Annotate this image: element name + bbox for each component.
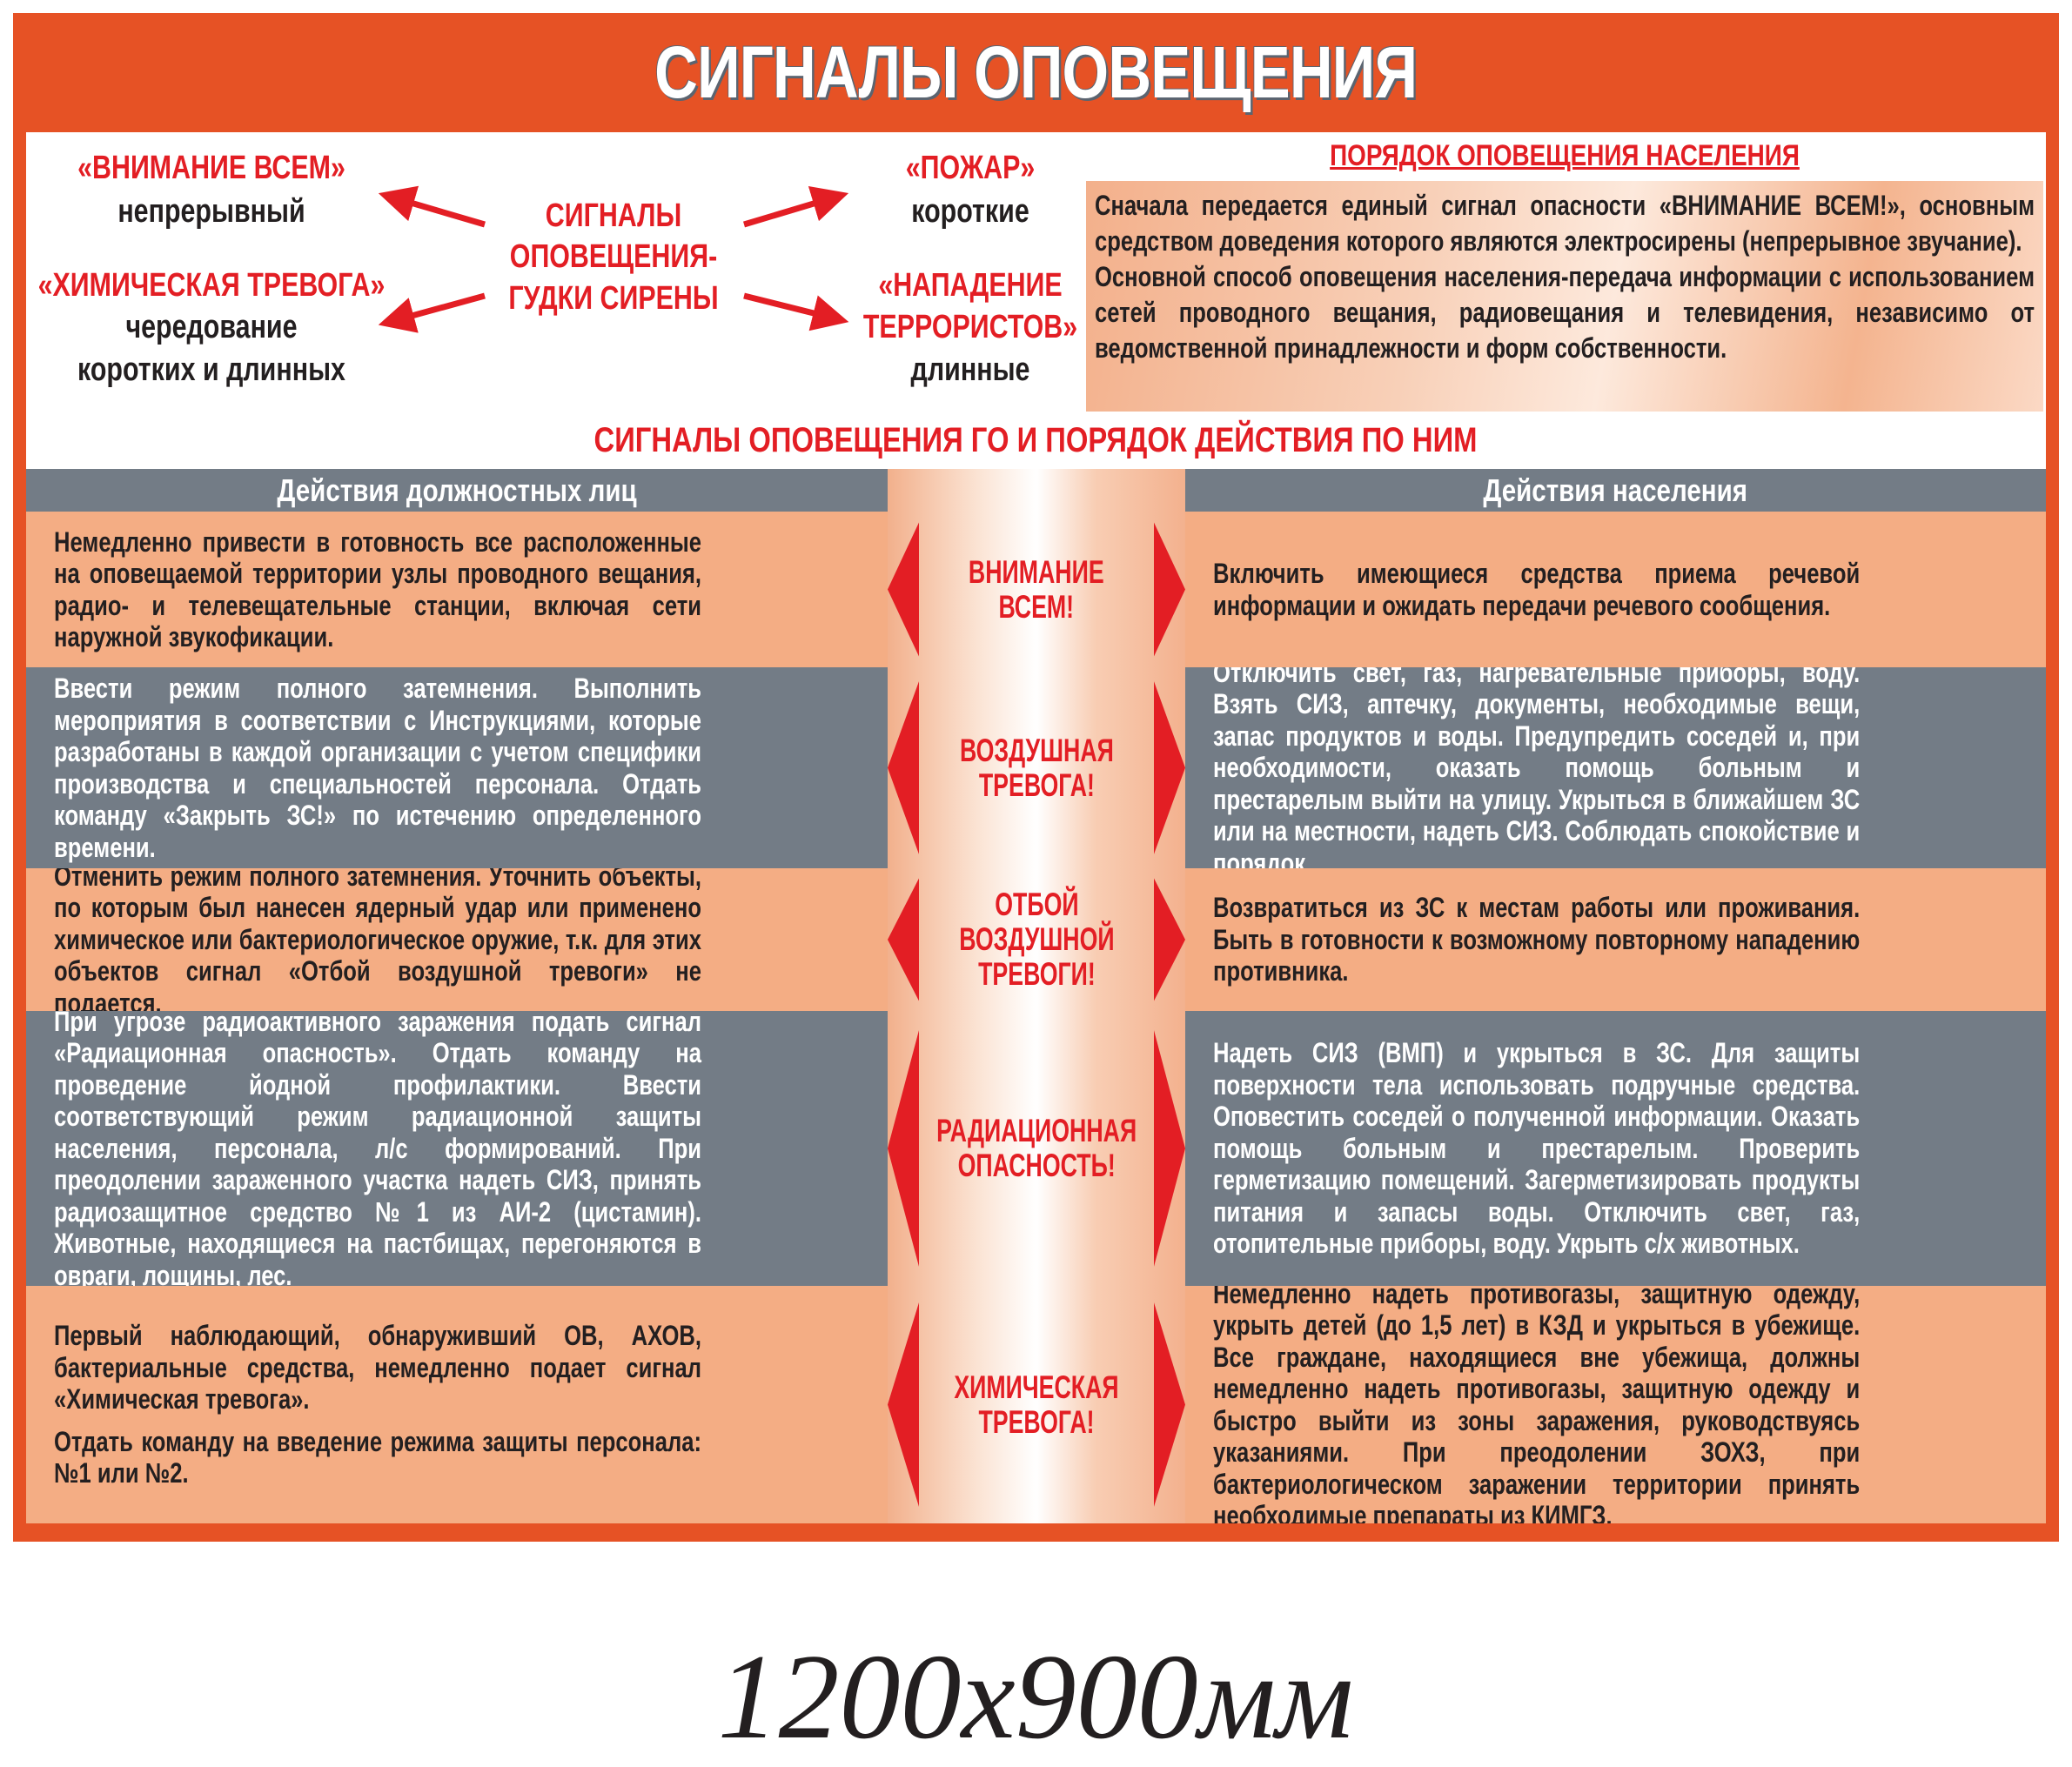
- row-officials-cell: Первый наблюдающий, обнаруживший ОВ, АХО…: [26, 1286, 888, 1523]
- cell-paragraph: Отдать команду на введение режима защиты…: [54, 1425, 701, 1489]
- cell-paragraph: Включить имеющиеся средства приема речев…: [1213, 558, 1861, 621]
- row-population-cell: Включить имеющиеся средства приема речев…: [1185, 512, 2046, 667]
- signal-name: РАДИАЦИОННАЯ ОПАСНОСТЬ!: [888, 1011, 1185, 1286]
- row-population-cell: Отключить свет, газ, нагревательные приб…: [1185, 667, 2046, 868]
- cell-paragraph: Немедленно привести в готовность все рас…: [54, 525, 701, 653]
- signal-name: ВОЗДУШНАЯ ТРЕВОГА!: [888, 667, 1185, 868]
- signal-line: ВОЗДУШНОЙ: [958, 921, 1115, 957]
- signal-line: ТРЕВОГИ!: [977, 956, 1096, 992]
- signal-line: ХИМИЧЕСКАЯ: [954, 1369, 1119, 1405]
- arrow-triangle-icon: [888, 878, 919, 1001]
- row-population-cell: Возвратиться из ЗС к местам работы или п…: [1185, 868, 2046, 1011]
- signal-chemical-desc-1: чередование: [125, 309, 298, 345]
- arrow-triangle-icon: [888, 1030, 919, 1267]
- center-label-1: СИГНАЛЫ: [545, 197, 682, 234]
- row-officials-cell: Ввести режим полного затемнения. Выполни…: [26, 667, 888, 868]
- signal-name: ВНИМАНИЕ ВСЕМ!: [888, 512, 1185, 667]
- signal-line: ОПАСНОСТЬ!: [957, 1148, 1116, 1183]
- order-paragraph: Сначала передается единый сигнал опаснос…: [1095, 190, 2035, 257]
- signal-terror-desc: длинные: [910, 351, 1030, 388]
- arrow-triangle-icon: [888, 522, 919, 657]
- arrow-icon: [743, 292, 849, 331]
- cell-paragraph: Надеть СИЗ (ВМП) и укрыться в ЗС. Для за…: [1213, 1037, 1861, 1260]
- size-caption: 1200x900мм: [717, 1630, 1354, 1764]
- order-box: Сначала передается единый сигнал опаснос…: [1086, 181, 2043, 412]
- double-arrow-icon: [888, 1302, 1185, 1507]
- cell-paragraph: Возвратиться из ЗС к местам работы или п…: [1213, 892, 1861, 987]
- arrow-triangle-icon: [1154, 681, 1185, 854]
- signal-terror-label-2: ТЕРРОРИСТОВ»: [862, 309, 1078, 345]
- row-officials-cell: Отменить режим полного затемнения. Уточн…: [26, 868, 888, 1011]
- double-arrow-icon: [888, 1030, 1185, 1267]
- signal-fire-label: «ПОЖАР»: [905, 150, 1036, 186]
- order-paragraph: Основной способ оповещения населения-пер…: [1095, 261, 2035, 364]
- row-officials-cell: При угрозе радиоактивного заражения пода…: [26, 1011, 888, 1286]
- double-arrow-icon: [888, 681, 1185, 854]
- header-officials: Действия должностных лиц: [26, 469, 888, 512]
- arrow-triangle-icon: [1154, 522, 1185, 657]
- signal-chemical-label: «ХИМИЧЕСКАЯ ТРЕВОГА»: [37, 267, 386, 304]
- arrow-triangle-icon: [1154, 1030, 1185, 1267]
- cell-paragraph: Немедленно надеть противогазы, защитную …: [1213, 1286, 1861, 1523]
- arrow-triangle-icon: [888, 1302, 919, 1507]
- diagram-arrows: [378, 185, 849, 333]
- signal-line: ВНИМАНИЕ: [969, 553, 1104, 590]
- signal-attention-desc: непрерывный: [117, 193, 305, 230]
- signal-attention-label: «ВНИМАНИЕ ВСЕМ»: [77, 150, 345, 186]
- order-title: ПОРЯДОК ОПОВЕЩЕНИЯ НАСЕЛЕНИЯ: [1330, 139, 1800, 172]
- section-heading: СИГНАЛЫ ОПОВЕЩЕНИЯ ГО И ПОРЯДОК ДЕЙСТВИЯ…: [593, 421, 1478, 459]
- arrow-triangle-icon: [1154, 878, 1185, 1001]
- center-label-2: ОПОВЕЩЕНИЯ-: [509, 238, 718, 275]
- cell-paragraph: Первый наблюдающий, обнаруживший ОВ, АХО…: [54, 1320, 701, 1416]
- cell-paragraph: Отключить свет, газ, нагревательные приб…: [1213, 667, 1861, 868]
- row-population-cell: Надеть СИЗ (ВМП) и укрыться в ЗС. Для за…: [1185, 1011, 2046, 1286]
- double-arrow-icon: [888, 522, 1185, 657]
- arrow-icon: [378, 292, 486, 333]
- cell-paragraph: Ввести режим полного затемнения. Выполни…: [54, 673, 701, 863]
- signal-line: РАДИАЦИОННАЯ: [935, 1113, 1137, 1148]
- arrow-triangle-icon: [888, 681, 919, 854]
- signal-line: ОТБОЙ: [994, 887, 1079, 922]
- arrow-icon: [742, 185, 849, 228]
- header-population: Действия населения: [1185, 469, 2046, 512]
- signals-column: [888, 469, 1185, 1523]
- signal-fire-desc: короткие: [911, 193, 1029, 230]
- signal-name: ХИМИЧЕСКАЯ ТРЕВОГА!: [888, 1286, 1185, 1523]
- signal-line: ВОЗДУШНАЯ: [959, 732, 1114, 768]
- signal-name: ОТБОЙ ВОЗДУШНОЙ ТРЕВОГИ!: [888, 868, 1185, 1011]
- row-officials-cell: Немедленно привести в готовность все рас…: [26, 512, 888, 667]
- poster-title: СИГНАЛЫ ОПОВЕЩЕНИЯ: [654, 31, 1418, 113]
- signal-line: ТРЕВОГА!: [978, 1403, 1095, 1440]
- signal-line: ВСЕМ!: [998, 588, 1075, 625]
- arrow-icon: [378, 185, 486, 228]
- double-arrow-icon: [888, 878, 1185, 1001]
- signal-chemical-desc-2: коротких и длинных: [77, 351, 345, 388]
- center-label-3: ГУДКИ СИРЕНЫ: [508, 280, 719, 317]
- arrow-triangle-icon: [1154, 1302, 1185, 1507]
- cell-paragraph: При угрозе радиоактивного заражения пода…: [54, 1011, 701, 1286]
- cell-paragraph: Отменить режим полного затемнения. Уточн…: [54, 868, 701, 1011]
- signal-terror-label-1: «НАПАДЕНИЕ: [878, 267, 1063, 304]
- signal-line: ТРЕВОГА!: [978, 766, 1095, 803]
- row-population-cell: Немедленно надеть противогазы, защитную …: [1185, 1286, 2046, 1523]
